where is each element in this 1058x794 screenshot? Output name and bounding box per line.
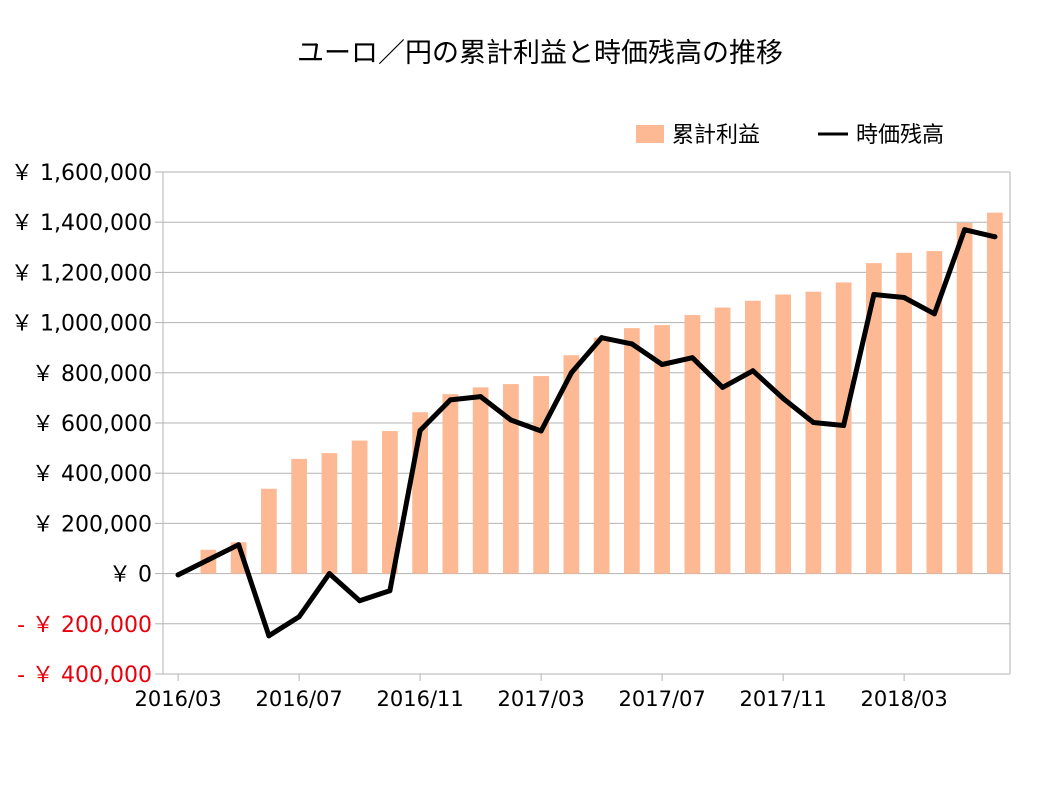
x-tick-label: 2017/03 (498, 687, 585, 711)
bar (775, 294, 791, 574)
line-point (962, 227, 968, 233)
y-tick-label: - ￥ 400,000 (17, 663, 152, 688)
bar-series-cumulative-profit (200, 212, 1003, 574)
line-point (931, 311, 937, 317)
line-point (810, 419, 816, 425)
axes (162, 172, 1011, 675)
legend-label-balance: 時価残高 (856, 123, 944, 148)
bar (261, 488, 277, 574)
line-point (357, 598, 363, 604)
bar (624, 328, 640, 574)
line-point (326, 571, 332, 577)
bar (714, 307, 731, 574)
line-point (447, 397, 453, 403)
bar (987, 212, 1003, 574)
series-line (175, 227, 998, 639)
line-point (841, 423, 847, 429)
line-point (689, 355, 695, 361)
y-tick-label: ￥ 800,000 (32, 362, 152, 387)
line-point (750, 368, 756, 374)
y-tick-label: ￥ 200,000 (32, 512, 152, 537)
line-point (387, 588, 393, 594)
bar (684, 315, 701, 574)
y-tick-label: ￥ 0 (109, 563, 152, 588)
y-tick-label: ￥ 600,000 (32, 412, 152, 437)
line-point (568, 370, 574, 376)
line-point (236, 542, 242, 548)
x-axis-tick-labels: 2016/03 2016/07 2016/11 2017/03 2017/07 2017/… (135, 674, 948, 711)
y-tick-label: ￥ 400,000 (32, 462, 152, 487)
line-point (417, 428, 423, 434)
bar (593, 337, 610, 574)
legend: 累計利益 時価残高 (636, 123, 944, 148)
line-point (871, 291, 877, 297)
chart-title: ユーロ／円の累計利益と時価残高の推移 (297, 38, 783, 69)
x-tick-label: 2017/07 (619, 687, 706, 711)
line-point (266, 633, 272, 639)
bar (745, 300, 761, 574)
legend-swatch-profit (636, 125, 664, 143)
bar (896, 252, 912, 574)
line-point (720, 384, 726, 390)
x-tick-label: 2017/11 (740, 687, 827, 711)
line-point (629, 341, 635, 347)
line-point (901, 295, 907, 300)
bar (503, 384, 519, 574)
bar (805, 291, 822, 574)
line-point (992, 234, 998, 240)
line-point (508, 417, 514, 423)
line-point (780, 395, 786, 401)
x-tick-label: 2016/03 (135, 687, 222, 711)
y-tick-label: - ￥ 200,000 (17, 613, 152, 638)
line-point (538, 428, 544, 434)
y-tick-label: ￥ 1,000,000 (11, 312, 152, 337)
line-series-market-balance (175, 227, 998, 639)
line-point (296, 614, 302, 620)
bar (472, 387, 489, 574)
bar (866, 263, 882, 574)
bar (654, 325, 670, 574)
y-tick-label: ￥ 1,600,000 (11, 161, 152, 186)
bar (291, 458, 307, 574)
x-tick-label: 2018/03 (861, 687, 948, 711)
bar (351, 440, 368, 574)
x-tick-label: 2016/07 (256, 687, 343, 711)
legend-label-profit: 累計利益 (672, 123, 760, 148)
bar (926, 251, 943, 574)
line-point (659, 362, 665, 368)
bar (533, 376, 549, 574)
y-tick-label: ￥ 1,200,000 (11, 261, 152, 286)
line-point (599, 335, 605, 341)
x-tick-label: 2016/11 (377, 687, 464, 711)
bar (442, 394, 459, 574)
bar (382, 431, 398, 574)
bar (321, 453, 338, 574)
bar (835, 282, 852, 574)
line-point (175, 572, 181, 578)
line-point (205, 557, 211, 563)
line-point (478, 394, 484, 400)
y-axis-tick-labels: ￥ 1,600,000 ￥ 1,400,000 ￥ 1,200,000 ￥ 1,000… (11, 161, 152, 688)
y-tick-label: ￥ 1,400,000 (11, 211, 152, 236)
gridlines (155, 171, 1010, 675)
bar (563, 355, 580, 574)
bar (956, 222, 973, 574)
